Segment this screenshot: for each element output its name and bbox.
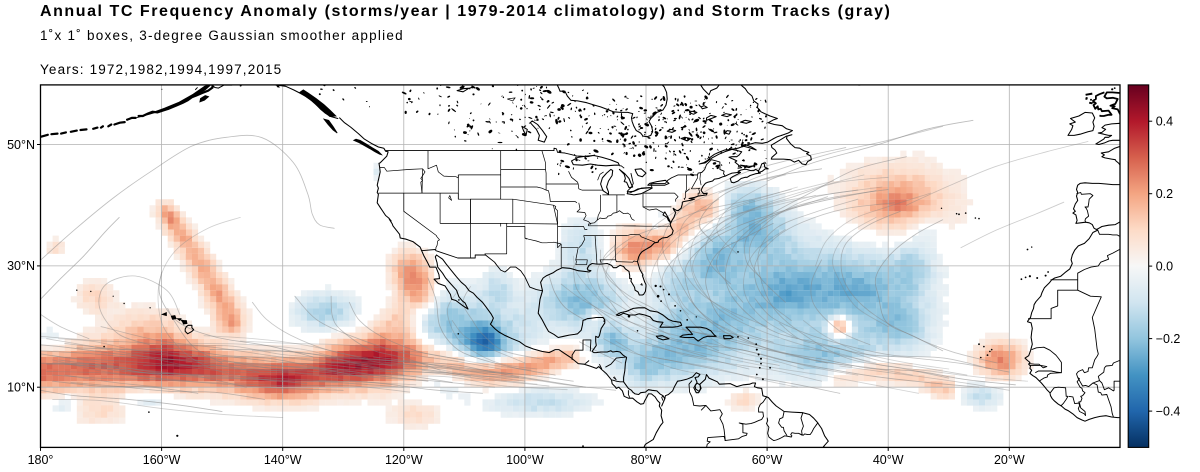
svg-text:10°N: 10°N bbox=[7, 381, 35, 395]
svg-text:0.2: 0.2 bbox=[1156, 187, 1173, 201]
svg-text:60°W: 60°W bbox=[752, 453, 783, 467]
svg-text:40°W: 40°W bbox=[873, 453, 904, 467]
svg-text:120°W: 120°W bbox=[385, 453, 423, 467]
svg-text:−0.4: −0.4 bbox=[1156, 404, 1181, 418]
svg-text:80°W: 80°W bbox=[631, 453, 662, 467]
svg-text:100°W: 100°W bbox=[506, 453, 544, 467]
svg-text:0.4: 0.4 bbox=[1156, 114, 1173, 128]
svg-text:−0.2: −0.2 bbox=[1156, 332, 1181, 346]
svg-text:140°W: 140°W bbox=[264, 453, 302, 467]
svg-text:50°N: 50°N bbox=[7, 138, 35, 152]
svg-text:160°W: 160°W bbox=[143, 453, 181, 467]
svg-text:20°W: 20°W bbox=[994, 453, 1025, 467]
svg-text:180°: 180° bbox=[28, 453, 54, 467]
svg-text:30°N: 30°N bbox=[7, 259, 35, 273]
svg-text:0.0: 0.0 bbox=[1156, 259, 1173, 273]
